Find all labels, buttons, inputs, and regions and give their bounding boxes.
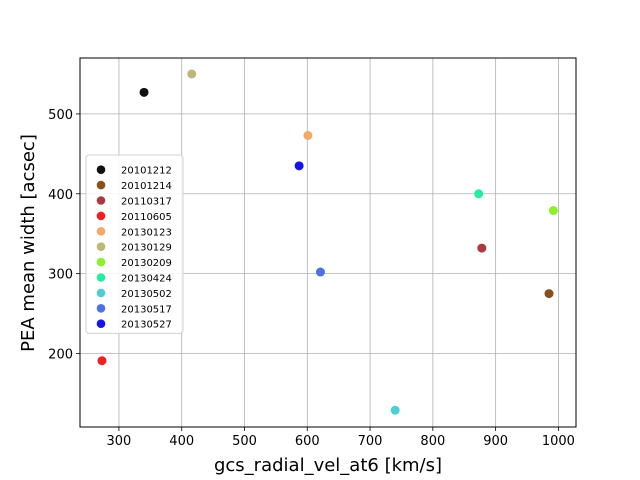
legend-marker-20130502	[96, 288, 106, 298]
data-point-20130123	[303, 130, 313, 140]
y-tick-label: 400	[48, 188, 73, 203]
legend-marker-20101214	[96, 180, 106, 190]
y-tick-label: 200	[48, 348, 73, 363]
legend-label: 20110605	[121, 212, 172, 223]
legend-box	[85, 154, 184, 334]
x-axis-ticks: 300 400 500 600 700 800 900 1000	[107, 427, 575, 449]
data-point-20110317	[477, 243, 487, 253]
y-axis-ticks: 200 300 400 500	[48, 108, 80, 363]
legend-label: 20101214	[121, 181, 172, 192]
plot-frame	[79, 57, 577, 428]
x-tick-label: 800	[420, 434, 445, 449]
legend-label: 20130527	[121, 320, 172, 331]
legend-label: 20130129	[121, 243, 172, 254]
legend: 20101212 20101214 20110317 20110605 20130123…	[85, 154, 184, 334]
data-point-20130502	[390, 405, 400, 415]
legend-marker-20130527	[96, 319, 106, 329]
legend-label: 20110317	[121, 197, 172, 208]
x-tick-label: 300	[107, 434, 132, 449]
x-axis-label: gcs_radial_vel_at6 [km/s]	[214, 455, 442, 476]
legend-marker-20130209	[96, 257, 106, 267]
legend-marker-20130424	[96, 273, 106, 282]
legend-marker-20101212	[96, 165, 106, 174]
data-point-20130517	[315, 267, 325, 277]
data-point-20101212	[139, 87, 149, 97]
legend-label: 20101212	[121, 166, 172, 177]
legend-label: 20130502	[121, 289, 172, 300]
data-point-20110605	[97, 356, 107, 366]
legend-marker-20130129	[96, 242, 106, 251]
y-axis-label: PEA mean width [acsec]	[18, 134, 39, 352]
x-tick-label: 1000	[542, 434, 575, 449]
data-points	[97, 69, 558, 415]
x-tick-label: 600	[295, 434, 320, 449]
legend-label: 20130517	[121, 304, 172, 315]
data-point-20130424	[474, 189, 484, 199]
legend-marker-20130123	[96, 227, 106, 236]
data-point-20130129	[187, 69, 197, 79]
legend-label: 20130209	[121, 258, 172, 269]
y-tick-label: 500	[48, 108, 73, 123]
x-tick-label: 500	[232, 434, 257, 449]
legend-marker-20110317	[96, 196, 106, 205]
data-point-20101214	[544, 289, 554, 299]
x-tick-label: 400	[169, 434, 194, 449]
data-point-20130209	[548, 206, 558, 216]
x-tick-label: 700	[358, 434, 383, 449]
y-tick-label: 300	[48, 268, 73, 283]
legend-marker-20130517	[96, 304, 106, 313]
x-tick-label: 900	[483, 434, 508, 449]
data-point-20130527	[294, 161, 304, 171]
legend-marker-20110605	[96, 211, 106, 221]
legend-label: 20130123	[121, 227, 172, 238]
legend-label: 20130424	[121, 274, 172, 285]
